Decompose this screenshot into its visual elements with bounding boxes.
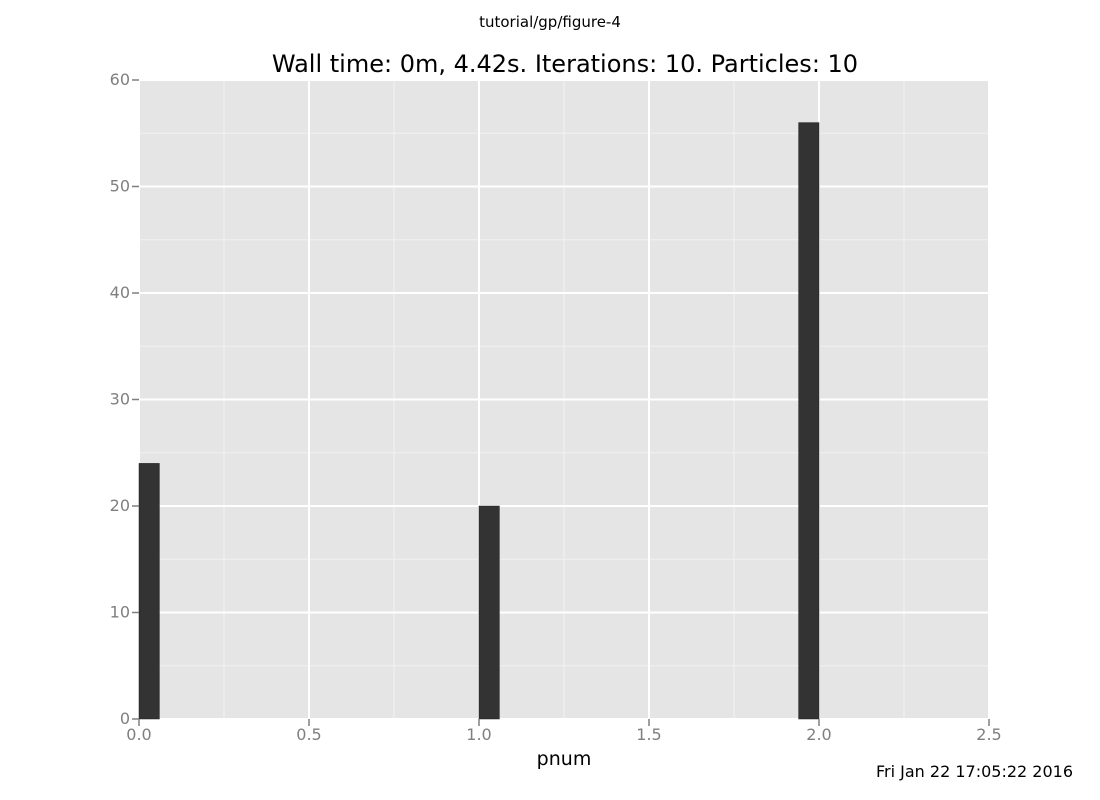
- y-tick-label: 40: [110, 283, 130, 302]
- y-axis: 0 10 20 30 40 50 60: [110, 70, 139, 728]
- bar: [478, 505, 500, 720]
- x-axis: 0.0 0.5 1.0 1.5 2.0 2.5: [126, 719, 1002, 744]
- bar: [138, 463, 160, 720]
- y-tick-label: 30: [110, 390, 130, 409]
- x-tick-label: 1.0: [466, 725, 491, 744]
- timestamp: Fri Jan 22 17:05:22 2016: [875, 762, 1073, 781]
- x-tick-label: 1.5: [636, 725, 661, 744]
- x-tick-label: 0.5: [296, 725, 321, 744]
- x-tick-label: 0.0: [126, 725, 151, 744]
- y-tick-label: 0: [120, 709, 130, 728]
- bar: [798, 122, 820, 720]
- chart-title: Wall time: 0m, 4.42s. Iterations: 10. Pa…: [271, 50, 859, 78]
- x-tick-label: 2.5: [976, 725, 1001, 744]
- y-tick-label: 60: [110, 70, 130, 89]
- x-axis-title: pnum: [537, 748, 592, 770]
- y-tick-label: 50: [110, 177, 130, 196]
- figure-label: tutorial/gp/figure-4: [479, 13, 621, 31]
- bars: [138, 122, 820, 720]
- y-tick-label: 10: [110, 603, 130, 622]
- x-tick-label: 2.0: [806, 725, 831, 744]
- y-tick-label: 20: [110, 496, 130, 515]
